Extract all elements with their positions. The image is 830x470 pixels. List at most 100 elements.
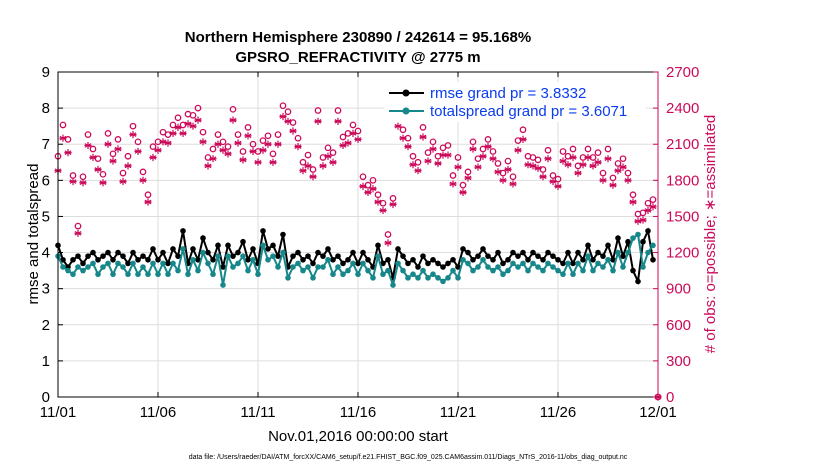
totalspread-point: [265, 256, 271, 263]
totalspread-point: [120, 264, 126, 270]
obs_assimilated-point: [249, 147, 257, 156]
obs_possible-point: [509, 173, 517, 181]
totalspread-point: [150, 260, 156, 267]
totalspread-point: [165, 271, 171, 278]
obs_possible-point: [279, 102, 287, 110]
totalspread-point: [230, 264, 236, 270]
rmse-point: [650, 256, 656, 263]
obs_assimilated-point: [64, 149, 72, 157]
totalspread-point: [340, 271, 346, 278]
totalspread-point: [495, 264, 501, 270]
obs_assimilated-point: [244, 132, 252, 140]
totalspread-point: [390, 282, 396, 288]
rmse-point: [295, 249, 301, 256]
obs_assimilated-point: [324, 152, 332, 160]
totalspread-point: [370, 275, 376, 281]
totalspread-point: [360, 260, 366, 267]
obs_assimilated-point: [549, 177, 557, 186]
obs_assimilated-point: [494, 168, 502, 176]
rmse-point: [585, 242, 591, 249]
rmse-point: [530, 249, 536, 256]
obs_possible-point: [329, 149, 337, 156]
rmse-point: [570, 260, 576, 267]
obs_assimilated-point: [99, 179, 107, 187]
obs_assimilated-point: [464, 174, 472, 182]
obs_assimilated-point: [649, 203, 657, 211]
rmse-point: [135, 256, 141, 263]
obs_assimilated-point: [509, 180, 517, 188]
obs_assimilated-point: [179, 129, 187, 137]
rmse-point: [250, 246, 256, 252]
totalspread-point: [240, 253, 246, 259]
totalspread-point: [365, 267, 371, 274]
rmse-point: [355, 260, 361, 267]
obs_assimilated-point: [584, 153, 592, 162]
obs_assimilated-point: [129, 130, 137, 139]
obs_assimilated-point: [159, 138, 167, 146]
totalspread-point: [175, 267, 181, 274]
obs_possible-point: [619, 155, 627, 163]
rmse-point: [455, 264, 461, 270]
obs_possible-point: [534, 156, 542, 164]
obs_assimilated-point: [504, 165, 512, 174]
rmse-point: [265, 246, 271, 252]
rmse-point: [150, 246, 156, 252]
totalspread-point: [85, 264, 91, 270]
totalspread-point: [555, 267, 561, 274]
totalspread-point: [125, 271, 131, 278]
rmse-point: [445, 260, 451, 267]
obs_assimilated-point: [489, 155, 497, 163]
obs_assimilated-point: [459, 188, 467, 196]
legend-box: [384, 82, 646, 122]
totalspread-point: [640, 264, 646, 270]
obs_possible-point: [309, 166, 317, 173]
totalspread-point: [625, 249, 631, 256]
totalspread-point: [155, 271, 161, 278]
rmse-point: [260, 228, 266, 234]
obs_possible-point: [594, 149, 602, 156]
totalspread-point: [510, 260, 516, 267]
rmse-point: [480, 246, 486, 252]
obs_assimilated-point: [189, 122, 197, 130]
obs_assimilated-point: [564, 161, 572, 169]
totalspread-point: [505, 267, 511, 274]
rmse-point: [105, 249, 111, 256]
totalspread-point: [420, 267, 426, 274]
obs_assimilated-point: [109, 157, 117, 165]
totalspread-point: [345, 267, 351, 274]
rmse-point: [605, 242, 611, 249]
obs_assimilated-point: [334, 117, 342, 125]
rmse-point: [130, 249, 136, 256]
totalspread-point: [595, 260, 601, 267]
rmse-point: [550, 253, 556, 259]
rmse-point: [430, 256, 436, 263]
rmse-point: [635, 278, 641, 285]
y-tick-label-right: 2400: [666, 100, 699, 117]
rmse-point: [210, 256, 216, 263]
obs_possible-point: [599, 169, 607, 177]
totalspread-point: [320, 264, 326, 270]
totalspread-point: [490, 267, 496, 274]
totalspread-point: [550, 264, 556, 270]
y-axis-label-right: # of obs: o=possible; ∗=assimilated: [702, 115, 719, 354]
totalspread-point: [565, 260, 571, 267]
obs_assimilated-point: [624, 176, 632, 184]
rmse-point: [465, 249, 471, 256]
y-tick-label-right: 900: [666, 281, 691, 298]
rmse-point: [520, 249, 526, 256]
obs_assimilated-point: [589, 162, 597, 170]
obs_possible-point: [454, 154, 462, 161]
obs_possible-point: [109, 150, 117, 158]
totalspread-point: [450, 267, 456, 274]
obs_assimilated-point: [269, 158, 277, 166]
obs_assimilated-point: [619, 163, 627, 171]
obs_assimilated-point: [94, 165, 102, 174]
obs_possible-point: [409, 152, 417, 160]
obs_possible-point: [629, 191, 637, 199]
rmse-point: [85, 253, 91, 259]
obs_assimilated-point: [219, 146, 227, 154]
rmse-point: [235, 249, 241, 256]
obs_assimilated-point: [79, 179, 87, 187]
rmse-point: [180, 228, 186, 234]
rmse-point: [475, 253, 481, 259]
